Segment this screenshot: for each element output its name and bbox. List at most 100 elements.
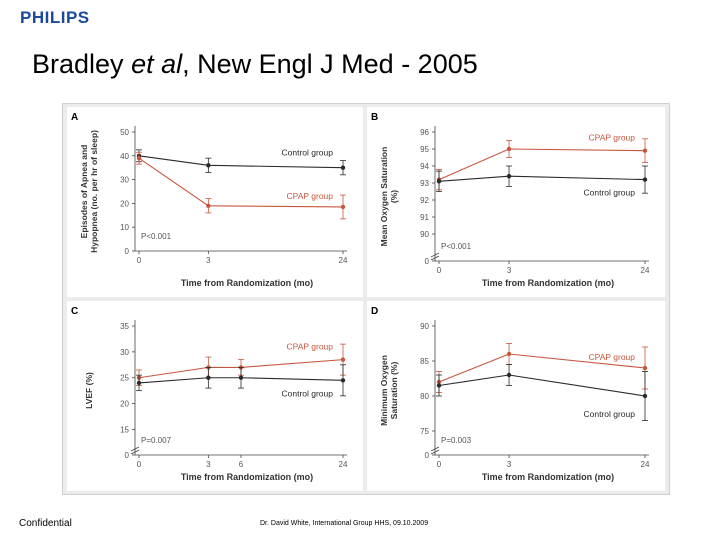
axis-break-mark (430, 255, 440, 261)
x-tick-label: 0 (437, 460, 442, 469)
title-prefix: Bradley (32, 49, 132, 79)
series-label-cpap: CPAP group (287, 191, 334, 201)
x-tick-label: 3 (507, 460, 512, 469)
data-point-cpap (642, 148, 648, 153)
y-axis-label: Saturation (%) (389, 362, 399, 420)
panel-background (367, 301, 665, 491)
y-tick-label: 20 (120, 199, 129, 208)
y-tick-label: 95 (420, 145, 429, 154)
data-point-control (206, 375, 211, 380)
data-point-control (506, 372, 512, 378)
panel-background (367, 107, 665, 297)
x-tick-label: 24 (641, 266, 650, 275)
panel-letter: A (71, 112, 78, 123)
y-axis-label: Episodes of Apnea and (79, 145, 89, 239)
title-suffix: , New Engl J Med - 2005 (182, 49, 478, 79)
axis-break-mark (430, 446, 440, 452)
slide-title: Bradley et al, New Engl J Med - 2005 (32, 49, 478, 80)
data-point-control (340, 378, 346, 383)
p-value-label: P=0.007 (141, 436, 172, 445)
data-point-control (206, 163, 211, 168)
data-point-cpap (206, 203, 211, 208)
y-tick-label: 94 (420, 162, 429, 171)
chart-panel-d: D 0 75 80 85 90 0 3 24 Time from Randomization (m… (367, 301, 665, 491)
y-tick-label: 0 (425, 257, 430, 266)
x-tick-label: 0 (137, 256, 142, 265)
y-tick-label: 0 (125, 247, 130, 256)
data-point-control (642, 177, 648, 182)
series-label-control: Control group (281, 148, 333, 158)
chart-panel-b: B 0 90 91 92 93 94 95 96 0 3 24 Time from Randomizat… (367, 107, 665, 297)
data-point-control (506, 174, 512, 179)
x-tick-label: 3 (507, 266, 512, 275)
data-point-control (436, 179, 442, 184)
data-point-control (136, 380, 142, 386)
data-point-control (642, 393, 648, 399)
series-line-cpap (138, 359, 344, 379)
y-tick-label: 90 (420, 230, 429, 239)
y-tick-label: 15 (120, 425, 129, 434)
y-tick-label: 80 (420, 392, 429, 401)
p-value-label: P<0.001 (141, 232, 172, 241)
philips-logo: PHILIPS (20, 8, 90, 27)
y-tick-label: 25 (120, 374, 129, 383)
x-tick-label: 24 (339, 256, 348, 265)
y-axis-label: LVEF (%) (84, 372, 94, 409)
footer-confidential: Confidential (19, 518, 72, 529)
x-axis-label: Time from Randomization (mo) (482, 472, 614, 482)
series-label-cpap: CPAP group (589, 352, 636, 362)
axis-break-mark (430, 252, 440, 258)
y-tick-label: 85 (420, 357, 429, 366)
x-tick-label: 3 (206, 460, 211, 469)
x-axis-label: Time from Randomization (mo) (181, 278, 313, 288)
x-tick-label: 24 (641, 460, 650, 469)
y-tick-label: 93 (420, 179, 429, 188)
y-axis-label: (%) (389, 190, 399, 203)
y-tick-label: 0 (125, 451, 130, 460)
y-tick-label: 50 (120, 128, 129, 137)
x-tick-label: 6 (239, 460, 244, 469)
series-label-cpap: CPAP group (589, 133, 636, 143)
y-tick-label: 30 (120, 348, 129, 357)
y-tick-label: 96 (420, 128, 429, 137)
x-tick-label: 0 (437, 266, 442, 275)
series-label-control: Control group (583, 409, 635, 419)
x-axis-label: Time from Randomization (mo) (482, 278, 614, 288)
panel-letter: C (71, 306, 78, 317)
panel-letter: D (371, 306, 378, 317)
data-point-control (340, 165, 346, 170)
y-tick-label: 35 (120, 322, 129, 331)
data-point-cpap (506, 146, 512, 152)
x-tick-label: 24 (339, 460, 348, 469)
y-axis-label: Hypopnea (no. per hr of sleep) (89, 130, 99, 253)
panel-background (67, 107, 363, 297)
y-tick-label: 75 (420, 427, 429, 436)
y-axis-label: Minimum Oxygen (379, 355, 389, 426)
y-tick-label: 0 (425, 451, 430, 460)
y-tick-label: 91 (420, 213, 429, 222)
data-point-control (238, 375, 244, 380)
data-point-cpap (136, 155, 142, 161)
study-figure: A 0 10 20 30 40 50 0 3 24 Time from Randomization … (62, 103, 670, 495)
data-point-cpap (506, 351, 512, 357)
footer-presenter: Dr. David White, International Group HHS… (260, 520, 429, 527)
y-tick-label: 40 (120, 152, 129, 161)
series-label-control: Control group (583, 188, 635, 198)
y-tick-label: 20 (120, 400, 129, 409)
p-value-label: P=0.003 (441, 436, 472, 445)
data-point-cpap (642, 365, 648, 371)
axis-break-mark (130, 446, 140, 452)
title-emph: et al (131, 49, 183, 79)
series-line-control (138, 377, 344, 384)
x-tick-label: 0 (137, 460, 142, 469)
panel-letter: B (371, 112, 378, 123)
y-axis-label: Mean Oxygen Saturation (379, 147, 389, 247)
axis-break-mark (430, 449, 440, 455)
y-tick-label: 90 (420, 322, 429, 331)
y-tick-label: 92 (420, 196, 429, 205)
panel-background (67, 301, 363, 491)
data-point-cpap (340, 357, 346, 362)
series-label-cpap: CPAP group (287, 342, 334, 352)
x-axis-label: Time from Randomization (mo) (181, 472, 313, 482)
